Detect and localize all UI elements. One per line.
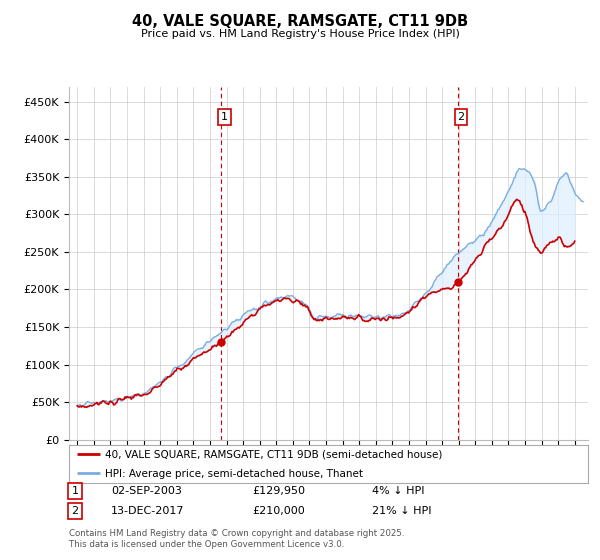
Text: HPI: Average price, semi-detached house, Thanet: HPI: Average price, semi-detached house,… bbox=[106, 469, 364, 479]
Text: 21% ↓ HPI: 21% ↓ HPI bbox=[372, 506, 431, 516]
Text: 1: 1 bbox=[221, 112, 228, 122]
Text: Contains HM Land Registry data © Crown copyright and database right 2025.
This d: Contains HM Land Registry data © Crown c… bbox=[69, 529, 404, 549]
Text: 40, VALE SQUARE, RAMSGATE, CT11 9DB: 40, VALE SQUARE, RAMSGATE, CT11 9DB bbox=[132, 14, 468, 29]
Text: Price paid vs. HM Land Registry's House Price Index (HPI): Price paid vs. HM Land Registry's House … bbox=[140, 29, 460, 39]
Text: 4% ↓ HPI: 4% ↓ HPI bbox=[372, 486, 425, 496]
Text: 40, VALE SQUARE, RAMSGATE, CT11 9DB (semi-detached house): 40, VALE SQUARE, RAMSGATE, CT11 9DB (sem… bbox=[106, 450, 443, 460]
Text: 2: 2 bbox=[71, 506, 79, 516]
Text: 02-SEP-2003: 02-SEP-2003 bbox=[111, 486, 182, 496]
Text: 13-DEC-2017: 13-DEC-2017 bbox=[111, 506, 185, 516]
Text: 1: 1 bbox=[71, 486, 79, 496]
Text: £210,000: £210,000 bbox=[252, 506, 305, 516]
Text: 2: 2 bbox=[458, 112, 465, 122]
Text: £129,950: £129,950 bbox=[252, 486, 305, 496]
